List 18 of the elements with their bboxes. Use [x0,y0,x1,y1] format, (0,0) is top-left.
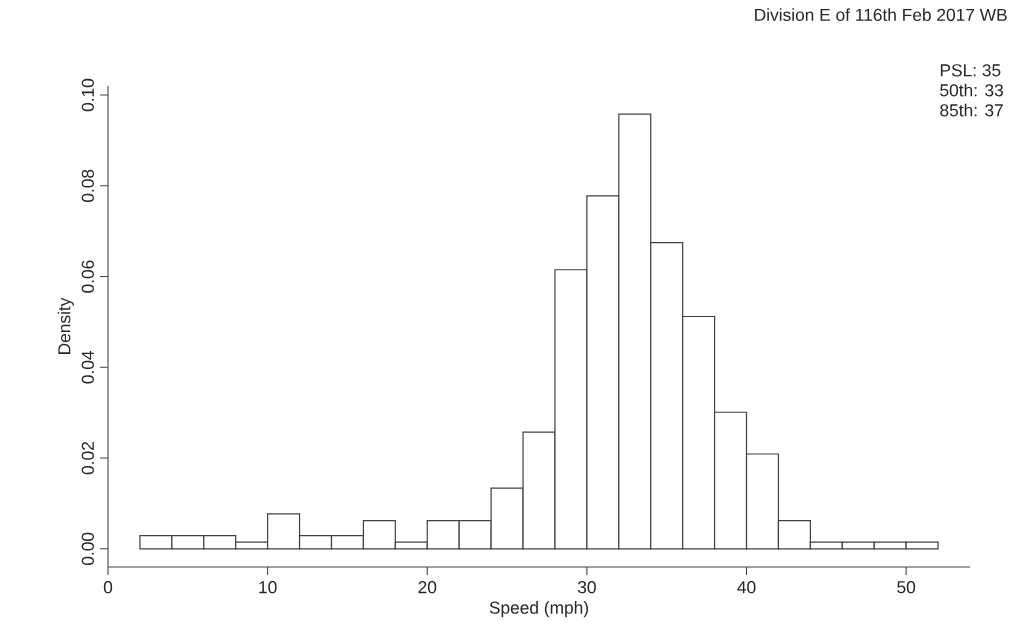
y-tick-label: 0.06 [81,260,94,293]
y-axis-title: Density [57,297,74,354]
y-tick-label: 0.00 [81,532,94,566]
y-tick-label: 0.04 [81,350,94,384]
chart-title: Division E of 116th Feb 2017 WB [755,8,1007,21]
annotation: 50th: 33 [940,83,1003,97]
text: PSL: 35 [940,64,1001,77]
x-tick-label: 20 [418,581,437,594]
x-tick-label: 40 [737,581,756,594]
x-tick-label: 30 [577,581,596,594]
x-tick-label: 10 [259,581,277,594]
y-tick-label: 0.08 [81,169,94,203]
y-tick-label: 0.10 [81,78,94,112]
x-tick-label: 0 [103,581,113,594]
y-tick-label: 0.02 [81,442,94,475]
x-tick-label: 50 [897,581,916,594]
annotation: 85th: 37 [940,103,1003,117]
x-axis-title: Speed (mph) [489,601,588,618]
